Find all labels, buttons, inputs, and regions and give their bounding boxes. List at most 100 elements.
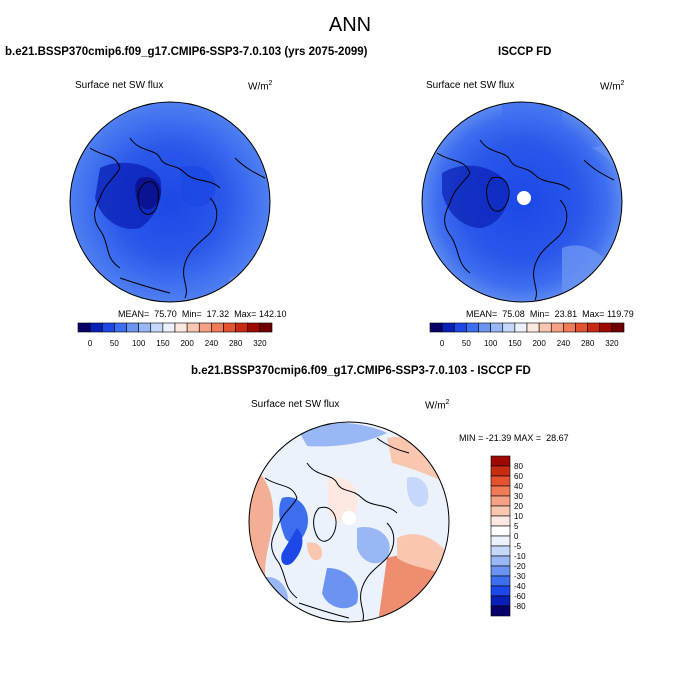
panel1-colorbar-box: [126, 322, 139, 333]
panel1-colorbar-box: [247, 322, 261, 333]
panel1-colorbar: 0 50 100 150 200 240 280 320: [77, 322, 273, 348]
panel2-colorbar-box: [466, 322, 479, 333]
panel2-stats: MEAN= 75.08 Min= 23.81 Max= 119.79: [466, 309, 634, 319]
panel3-colorbar-box: [490, 535, 511, 547]
panel1-colorbar-box: [101, 322, 115, 333]
panel3-colorbar-box: [490, 525, 511, 537]
panel2-colorbar-box: [514, 322, 528, 333]
panel3-colorbar-label: 10: [514, 512, 523, 521]
panel2-colorbar-box: [611, 322, 625, 333]
panel2-colorbar-box: [575, 322, 588, 333]
panel1-stats: MEAN= 75.70 Min= 17.32 Max= 142.10: [118, 309, 287, 319]
panel1-colorbar-box: [150, 322, 164, 333]
panel2-colorbar-box: [478, 322, 491, 333]
panel2-colorbar-label: 240: [557, 339, 571, 348]
panel3-colorbar-label: 60: [514, 472, 523, 481]
panel2-colorbar-box: [587, 322, 601, 333]
panel3-colorbar-label: -60: [514, 592, 526, 601]
panel2-colorbar-label: 150: [508, 339, 522, 348]
panel3-colorbar-label: -40: [514, 582, 526, 591]
panel3-colorbar-label: 30: [514, 492, 523, 501]
panel2-colorbar-box: [490, 322, 504, 333]
panel2-colorbar-label: 200: [532, 339, 546, 348]
panel3-colorbar-label: -30: [514, 572, 526, 581]
panel3-colorbar-label: -80: [514, 602, 526, 611]
panel1-colorbar-box: [162, 322, 176, 333]
panel2-colorbar-box: [550, 322, 564, 333]
panel2-colorbar-label: 320: [605, 339, 619, 348]
panel3-missing-data-hole: [342, 511, 356, 525]
panel1-colorbar-box: [138, 322, 152, 333]
panel1-map: [69, 101, 271, 303]
panel3-variable: Surface net SW flux: [251, 399, 340, 410]
panel1-colorbar-box: [235, 322, 249, 333]
panel2-variable: Surface net SW flux: [426, 80, 515, 91]
panel1-colorbar-box: [259, 322, 273, 333]
panel1-colorbar-label: 280: [229, 339, 243, 348]
panel3-colorbar-label: 20: [514, 502, 523, 511]
panel1-variable: Surface net SW flux: [75, 80, 164, 91]
panel2-colorbar-box: [538, 322, 552, 333]
panel2-colorbar-box: [429, 322, 443, 333]
panel3-colorbar-label: 5: [514, 522, 519, 531]
panel3-colorbar-box: [490, 595, 511, 607]
panel3-colorbar-box: [490, 565, 511, 577]
panel2-colorbar-label: 280: [581, 339, 595, 348]
panel1-colorbar-box: [174, 322, 188, 333]
panel3-colorbar-box: [490, 545, 511, 557]
panel3-title: b.e21.BSSP370cmip6.f09_g17.CMIP6-SSP3-7.…: [191, 365, 531, 377]
panel3-units: W/m2: [425, 399, 450, 412]
panel1-colorbar-label: 200: [180, 339, 194, 348]
panel3-colorbar-label: -10: [514, 552, 526, 561]
panel1-colorbar-box: [223, 322, 236, 333]
panel2-colorbar-label: 0: [440, 339, 445, 348]
panel3-colorbar-box: [490, 575, 511, 587]
panel3-minmax: MIN = -21.39 MAX = 28.67: [459, 433, 569, 443]
panel3-colorbar-box: [490, 555, 511, 567]
panel3-colorbar-box: [490, 585, 511, 597]
panel3-map: [248, 421, 450, 623]
panel3-colorbar-box: [490, 505, 511, 517]
panel2-colorbar-box: [599, 322, 613, 333]
panel1-colorbar-box: [114, 322, 127, 333]
panel2-colorbar-box: [502, 322, 516, 333]
panel2-colorbar-box: [563, 322, 576, 333]
panel1-colorbar-label: 50: [110, 339, 119, 348]
panel1-units: W/m2: [248, 80, 273, 93]
main-title: ANN: [328, 14, 372, 36]
panel2-map: [421, 101, 623, 303]
panel1-colorbar-box: [89, 322, 103, 333]
panel1-colorbar-label: 320: [253, 339, 267, 348]
panel1-colorbar-box: [77, 322, 91, 333]
panel2-units: W/m2: [600, 80, 625, 93]
panel1-colorbar-box: [198, 322, 212, 333]
panel1-colorbar-label: 100: [132, 339, 146, 348]
panel3-colorbar-label: -20: [514, 562, 526, 571]
panel2-colorbar-label: 50: [462, 339, 471, 348]
panel2-colorbar-box: [441, 322, 455, 333]
panel1-colorbar-label: 240: [205, 339, 219, 348]
panel3-colorbar-box: [490, 605, 511, 617]
panel3-colorbar-box: [490, 515, 511, 527]
panel2-colorbar: 0 50 100 150 200 240 280 320: [429, 322, 625, 348]
panel1-title: b.e21.BSSP370cmip6.f09_g17.CMIP6-SSP3-7.…: [5, 46, 368, 58]
panel3-colorbar-box: [490, 495, 511, 507]
panel3-colorbar-label: 80: [514, 462, 523, 471]
panel1-colorbar-box: [186, 322, 200, 333]
panel2-colorbar-box: [453, 322, 467, 333]
panel3-colorbar-box: [490, 485, 511, 497]
panel3-colorbar-label: 0: [514, 532, 519, 541]
panel1-colorbar-label: 0: [88, 339, 93, 348]
panel2-colorbar-box: [526, 322, 540, 333]
panel3-colorbar-box: [490, 475, 511, 487]
panel3-colorbar-box: [490, 465, 511, 477]
panel1-colorbar-box: [211, 322, 224, 333]
panel1-colorbar-label: 150: [156, 339, 170, 348]
panel2-colorbar-label: 100: [484, 339, 498, 348]
panel3-colorbar-label: 40: [514, 482, 523, 491]
panel2-missing-data-hole: [517, 191, 531, 205]
panel3-colorbar-label: -5: [514, 542, 522, 551]
panel3-colorbar-box: [490, 455, 511, 467]
panel2-title: ISCCP FD: [498, 46, 552, 58]
